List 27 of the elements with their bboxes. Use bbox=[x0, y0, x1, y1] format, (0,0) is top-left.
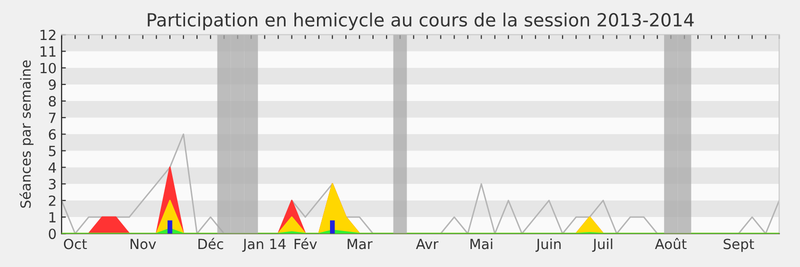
x-tick-label: Sept bbox=[724, 238, 754, 252]
y-tick-label: 4 bbox=[48, 162, 56, 173]
y-tick-label: 6 bbox=[48, 129, 56, 140]
y-tick-label: 12 bbox=[40, 30, 56, 40]
y-tick-label: 3 bbox=[48, 178, 56, 190]
x-tick-label: Juin bbox=[536, 238, 561, 252]
x-tick-label: Mai bbox=[470, 238, 492, 250]
x-tick-label: Oct bbox=[64, 238, 87, 250]
y-axis-title: Séances par semaine bbox=[20, 60, 34, 208]
y-tick-label: 0 bbox=[48, 228, 56, 240]
y-tick-label: 11 bbox=[40, 46, 56, 57]
y-tick-label: 2 bbox=[48, 195, 56, 206]
y-tick-label: 1 bbox=[49, 212, 56, 222]
y-tick-label: 8 bbox=[48, 96, 56, 106]
y-tick-label: 5 bbox=[48, 146, 56, 156]
x-tick-label: Juil bbox=[592, 238, 612, 252]
x-tick-label: Fév bbox=[294, 238, 317, 250]
x-tick-label: Mar bbox=[348, 238, 373, 250]
chart-title: Participation en hemicycle au cours de la session 2013-2014 bbox=[148, 12, 694, 30]
x-tick-label: Jan 14 bbox=[242, 238, 286, 252]
x-tick-label: Nov bbox=[130, 238, 156, 250]
x-tick-label: Août bbox=[654, 238, 687, 250]
x-tick-label: Déc bbox=[198, 238, 224, 250]
y-tick-label: 9 bbox=[48, 79, 56, 90]
x-tick-label: Avr bbox=[416, 238, 438, 250]
y-tick-label: 7 bbox=[49, 112, 56, 123]
y-tick-label: 10 bbox=[40, 62, 56, 74]
